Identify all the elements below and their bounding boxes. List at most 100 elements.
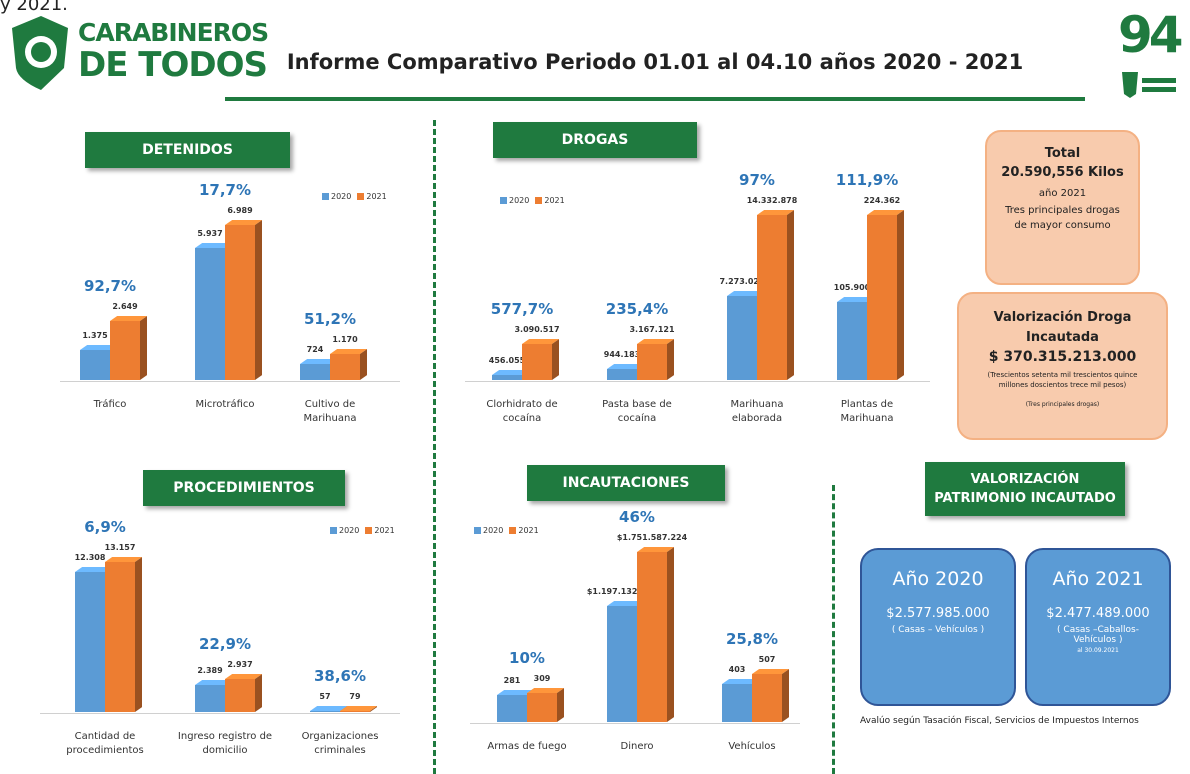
baseline: [40, 713, 400, 714]
bar: [752, 674, 782, 722]
legend-item: 2020: [474, 526, 503, 535]
bar: [310, 711, 340, 712]
value-label: 281: [503, 676, 521, 686]
value-label: 309: [533, 673, 551, 683]
bar: [330, 354, 360, 380]
value-note: (Tres principales drogas): [1025, 400, 1100, 408]
bar: [637, 552, 667, 722]
legend-swatch: [330, 527, 337, 534]
category-label: Ingreso registro de domicilio: [177, 731, 273, 756]
value-label: 79: [349, 692, 361, 702]
baseline: [465, 381, 930, 382]
value-label: 224.362: [863, 196, 901, 205]
patrimony-title: VALORIZACIÓN PATRIMONIO INCAUTADO: [925, 462, 1125, 516]
chart-title: DETENIDOS: [85, 132, 290, 168]
footnote: Avalúo según Tasación Fiscal, Servicios …: [860, 716, 1139, 726]
legend: 2020 2021: [322, 192, 387, 201]
value-label: 2.937: [227, 659, 253, 669]
value-label: $1.197.132.237: [586, 586, 658, 596]
category-label: Cultivo de Marihuana: [303, 399, 357, 424]
legend-swatch: [357, 193, 365, 200]
bar: [527, 692, 557, 722]
bar: [225, 678, 255, 712]
total-box: Total 20.590,556 Kilos año 2021 Tres pri…: [985, 130, 1140, 285]
brand-top: CARABINEROS: [78, 18, 269, 47]
badge-mark: [1122, 72, 1176, 98]
year-card: Año 2020 $2.577.985.000 ( Casas – Vehícu…: [860, 548, 1016, 706]
value-label: 5.937: [197, 229, 223, 239]
legend-item: 2021: [535, 196, 565, 205]
caption: y 2021.: [0, 0, 68, 15]
baseline: [470, 723, 800, 724]
title-underline: [225, 97, 1085, 101]
bar: [522, 344, 552, 380]
legend-item: 2020: [330, 526, 359, 535]
value-label: 724: [306, 344, 324, 354]
change-annotation: 6,9%: [84, 518, 126, 536]
divider: [433, 120, 436, 774]
change-annotation: 46%: [619, 508, 655, 526]
legend-label: 2021: [518, 526, 539, 535]
category-label: Clorhidrato de cocaína: [486, 399, 558, 424]
value-label: 3.090.517: [514, 325, 560, 335]
legend-item: 2021: [509, 526, 539, 535]
value-label: $1.751.587.224: [616, 533, 688, 542]
value-label: 2.649: [112, 302, 138, 312]
value-words: (Trescientos setenta mil trescientos qui…: [987, 371, 1138, 389]
total-year: año 2021: [1038, 188, 1087, 199]
legend-label: 2021: [544, 196, 565, 205]
category-label: Cantidad de procedimientos: [66, 731, 144, 756]
legend: 2020 2021: [330, 526, 395, 535]
total-amount: 20.590,556 Kilos: [1001, 165, 1124, 180]
legend-item: 2021: [365, 526, 395, 535]
category-label: Plantas de Marihuana: [840, 399, 894, 424]
chart-title: DROGAS: [493, 122, 697, 158]
card-year: Año 2020: [892, 568, 984, 590]
change-annotation: 25,8%: [725, 630, 779, 648]
value-label: 2.389: [197, 665, 223, 675]
change-annotation: 51,2%: [303, 310, 357, 329]
category-label: Tráfico: [93, 399, 127, 410]
bar: [607, 369, 637, 380]
value-label: 1.170: [332, 335, 358, 345]
brand-bottom: DE TODOS: [78, 45, 268, 85]
bar: [497, 695, 527, 722]
value-label: 105.900: [833, 283, 871, 293]
bar: [837, 302, 867, 380]
legend: 2020 2021: [474, 526, 539, 535]
legend-item: 2021: [357, 192, 387, 201]
change-annotation: 577,7%: [490, 300, 554, 319]
card-detail: ( Casas –Caballos- Vehículos ): [1057, 625, 1139, 645]
category-label: Marihuana elaborada: [730, 399, 784, 424]
total-heading: Total: [1044, 146, 1081, 161]
change-annotation: 38,6%: [313, 667, 367, 686]
category-label: Dinero: [620, 741, 654, 752]
legend-label: 2020: [339, 526, 360, 535]
category-label: Microtráfico: [195, 399, 255, 410]
value-amount: $ 370.315.213.000: [988, 349, 1137, 365]
chart-title: INCAUTACIONES: [527, 465, 725, 501]
value-label: 57: [319, 692, 331, 702]
card-year: Año 2021: [1052, 568, 1144, 590]
value-label: 3.167.121: [629, 324, 675, 334]
value-label: 6.989: [227, 206, 253, 215]
bar: [110, 321, 140, 380]
legend-swatch: [535, 197, 543, 204]
category-label: Vehículos: [728, 741, 776, 752]
legend-label: 2020: [509, 196, 530, 205]
year-card: Año 2021 $2.477.489.000 ( Casas –Caballo…: [1025, 548, 1171, 706]
value-label: 7.273.024: [719, 277, 765, 287]
change-annotation: 97%: [739, 171, 775, 189]
legend-label: 2021: [366, 192, 387, 201]
bar: [195, 248, 225, 380]
bar: [105, 562, 135, 712]
total-note: Tres principales drogas de mayor consumo: [1005, 205, 1120, 231]
bar: [637, 343, 667, 380]
legend-swatch: [509, 527, 517, 534]
legend-item: 2020: [322, 192, 351, 201]
value-label: 12.308: [74, 552, 106, 562]
legend-swatch: [474, 527, 481, 534]
bar: [340, 711, 370, 712]
legend-label: 2021: [374, 526, 395, 535]
